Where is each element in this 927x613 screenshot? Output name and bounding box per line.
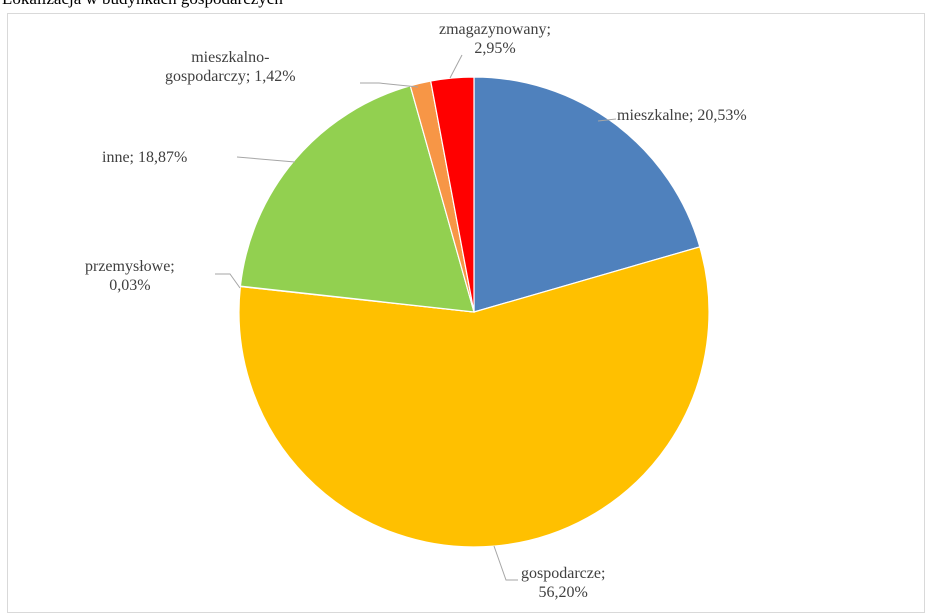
data-label-przemysłowe: przemysłowe; 0,03% — [85, 257, 175, 295]
data-label-line1: mieszkalno- — [191, 49, 270, 66]
data-label-line1: mieszkalne; 20,53% — [617, 107, 747, 124]
pie-slice-inne — [239, 85, 475, 313]
leader-lines — [215, 54, 617, 581]
data-label-mieszkalne: mieszkalne; 20,53% — [617, 106, 747, 125]
chart-caption-partial: Lokalizacja w budynkach gospodarczych — [2, 0, 283, 9]
data-label-line1: zmagazynowany; — [439, 21, 551, 38]
leader-line-mieszkalno-gospodarczy — [360, 82, 419, 88]
data-label-mieszkalno-gospodarczy: mieszkalno-gospodarczy; 1,42% — [165, 48, 296, 86]
leader-line-przemysłowe — [215, 273, 241, 289]
data-label-zmagazynowany: zmagazynowany; 2,95% — [439, 20, 551, 58]
data-label-inne: inne; 18,87% — [102, 148, 187, 167]
leader-line-mieszkalne — [597, 118, 617, 122]
data-label-line2: 0,03% — [109, 277, 151, 294]
data-label-line2: gospodarczy; 1,42% — [165, 68, 296, 85]
pie-slice-mieszkalne — [473, 76, 701, 313]
leader-line-gospodarcze — [493, 545, 518, 581]
leader-line-inne — [236, 156, 296, 163]
data-label-line1: gospodarcze; — [521, 565, 606, 582]
data-label-line2: 56,20% — [538, 584, 588, 601]
leader-line-zmagazynowany — [449, 54, 463, 79]
data-label-gospodarcze: gospodarcze; 56,20% — [521, 564, 605, 602]
data-label-line1: przemysłowe; — [85, 258, 175, 275]
pie-slice-zmagazynowany — [429, 76, 475, 313]
data-label-line1: inne; 18,87% — [102, 149, 188, 166]
data-label-line2: 2,95% — [474, 40, 516, 57]
pie-slices — [238, 76, 710, 548]
